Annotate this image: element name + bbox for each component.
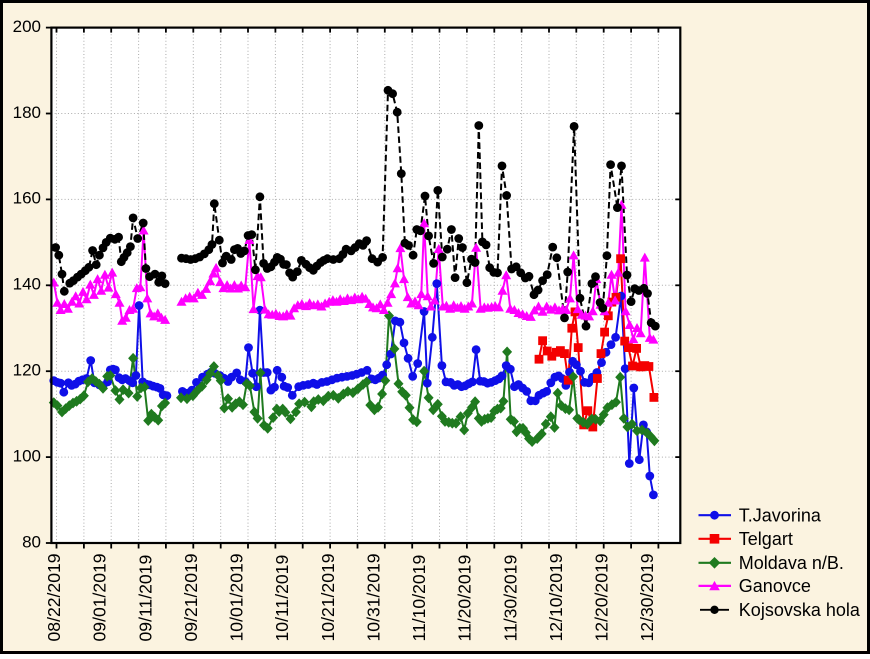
svg-text:10/31/2019: 10/31/2019 xyxy=(363,553,383,641)
svg-text:09/11/2019: 09/11/2019 xyxy=(135,555,155,642)
svg-text:Moldava n/B.: Moldava n/B. xyxy=(739,553,844,573)
svg-text:11/10/2019: 11/10/2019 xyxy=(409,555,429,642)
svg-text:140: 140 xyxy=(13,275,41,294)
svg-text:10/21/2019: 10/21/2019 xyxy=(318,553,338,641)
svg-text:12/20/2019: 12/20/2019 xyxy=(592,553,612,641)
svg-text:12/30/2019: 12/30/2019 xyxy=(637,553,657,641)
svg-text:10/01/2019: 10/01/2019 xyxy=(227,553,247,641)
svg-text:12/10/2019: 12/10/2019 xyxy=(546,553,566,641)
svg-text:180: 180 xyxy=(13,103,41,122)
svg-text:100: 100 xyxy=(13,446,41,465)
svg-text:200: 200 xyxy=(13,17,41,36)
svg-text:120: 120 xyxy=(13,361,41,380)
svg-text:08/22/2019: 08/22/2019 xyxy=(44,553,64,641)
svg-text:80: 80 xyxy=(22,532,41,551)
svg-text:160: 160 xyxy=(13,189,41,208)
svg-text:10/11/2019: 10/11/2019 xyxy=(272,555,292,642)
svg-text:09/01/2019: 09/01/2019 xyxy=(90,553,110,641)
svg-text:Kojsovska hola: Kojsovska hola xyxy=(739,600,861,620)
svg-text:11/30/2019: 11/30/2019 xyxy=(500,555,520,642)
svg-text:Telgart: Telgart xyxy=(739,529,793,549)
svg-text:11/20/2019: 11/20/2019 xyxy=(455,555,475,642)
svg-text:Ganovce: Ganovce xyxy=(739,576,811,596)
svg-text:09/21/2019: 09/21/2019 xyxy=(181,553,201,641)
svg-text:T.Javorina: T.Javorina xyxy=(739,505,822,525)
